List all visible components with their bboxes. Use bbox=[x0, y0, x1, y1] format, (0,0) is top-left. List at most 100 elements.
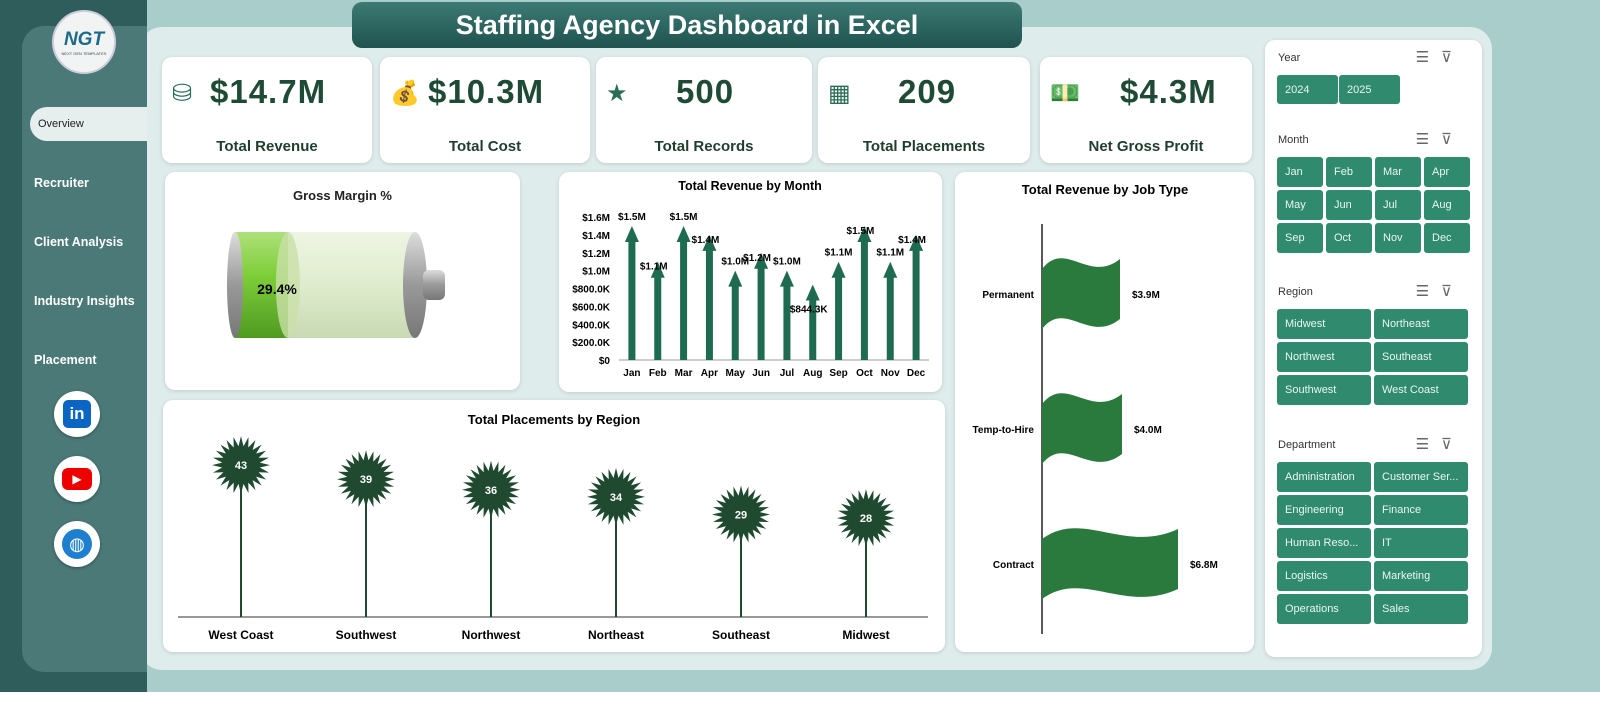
slicer-item[interactable]: Engineering bbox=[1277, 495, 1371, 525]
placements-by-region-card: Total Placements by Region 43 West Coast 39… bbox=[163, 400, 945, 652]
bar bbox=[809, 296, 817, 360]
slicer-item[interactable]: Operations bbox=[1277, 594, 1371, 624]
bar-arrowhead bbox=[805, 284, 820, 301]
clear-filter-icon[interactable]: ⊽ bbox=[1441, 131, 1464, 148]
slicer-item[interactable]: Feb bbox=[1326, 157, 1372, 187]
bar-arrowhead bbox=[754, 252, 769, 269]
x-tick-label: Oct bbox=[856, 368, 873, 379]
data-label: $1.2M bbox=[743, 253, 771, 264]
revenue-by-month-chart: Total Revenue by Month $0 $200.0K $400.0K $6… bbox=[572, 179, 929, 379]
slicer-item[interactable]: Finance bbox=[1374, 495, 1468, 525]
x-tick-label: Nov bbox=[881, 368, 900, 379]
data-label: $6.8M bbox=[1190, 560, 1218, 571]
starburst-marker bbox=[462, 460, 520, 519]
bar bbox=[886, 273, 894, 360]
nav-industry-insights[interactable]: Industry Insights bbox=[34, 294, 135, 308]
bar bbox=[705, 246, 713, 360]
chart-title: Total Placements by Region bbox=[468, 412, 640, 427]
data-label: $4.0M bbox=[1134, 425, 1162, 436]
starburst-marker bbox=[587, 467, 645, 526]
slicer-item[interactable]: Jul bbox=[1375, 190, 1421, 220]
starburst-marker bbox=[212, 436, 270, 495]
bar-arrowhead bbox=[624, 225, 639, 242]
bar bbox=[835, 273, 843, 360]
youtube-button[interactable]: ▶ bbox=[54, 456, 100, 502]
slicer-item[interactable]: Apr bbox=[1424, 157, 1470, 187]
multi-select-icon[interactable]: ☰ bbox=[1415, 131, 1442, 148]
multi-select-icon[interactable]: ☰ bbox=[1415, 49, 1442, 66]
slicer-item[interactable]: Southwest bbox=[1277, 375, 1371, 405]
y-tick-label: $400.0K bbox=[572, 320, 611, 331]
slicer-item[interactable]: Midwest bbox=[1277, 309, 1371, 339]
x-tick-label: Apr bbox=[701, 368, 718, 379]
clear-filter-icon[interactable]: ⊽ bbox=[1441, 283, 1464, 300]
slicer-item[interactable]: Nov bbox=[1375, 223, 1421, 253]
kpi-value: 500 bbox=[676, 73, 735, 110]
slicer-item[interactable]: Aug bbox=[1424, 190, 1470, 220]
slicer-item[interactable]: 2025 bbox=[1339, 75, 1400, 104]
slicer-item[interactable]: Sales bbox=[1374, 594, 1468, 624]
slicer-item[interactable]: Dec bbox=[1424, 223, 1470, 253]
y-tick-label: $1.6M bbox=[582, 213, 610, 224]
multi-select-icon[interactable]: ☰ bbox=[1415, 436, 1442, 453]
clear-filter-icon[interactable]: ⊽ bbox=[1441, 436, 1464, 453]
slicer-item[interactable]: Jan bbox=[1277, 157, 1323, 187]
slicer-item[interactable]: Oct bbox=[1326, 223, 1372, 253]
x-tick-label: Jan bbox=[623, 368, 640, 379]
x-tick-label: Feb bbox=[649, 368, 667, 379]
slicer-item[interactable]: West Coast bbox=[1374, 375, 1468, 405]
bar bbox=[731, 282, 739, 360]
data-label: $1.0M bbox=[721, 257, 749, 268]
data-label: $1.0M bbox=[773, 257, 801, 268]
chart-title: Total Revenue by Job Type bbox=[1022, 182, 1188, 197]
x-tick-label: West Coast bbox=[208, 628, 273, 642]
youtube-icon: ▶ bbox=[62, 468, 92, 490]
slicer-item[interactable]: Southeast bbox=[1374, 342, 1468, 372]
data-label: $1.5M bbox=[847, 226, 875, 237]
slicer-item[interactable]: Marketing bbox=[1374, 561, 1468, 591]
kpi-value: $14.7M bbox=[210, 73, 327, 110]
slicer-item[interactable]: 2024 bbox=[1277, 75, 1338, 104]
kpi-card: ▦ 209 Total Placements bbox=[818, 57, 1030, 163]
linkedin-button[interactable]: in bbox=[54, 391, 100, 437]
gross-margin-card: Gross Margin % 29.4% bbox=[165, 172, 520, 390]
slicer-item[interactable]: Northwest bbox=[1277, 342, 1371, 372]
slicer-item[interactable]: Sep bbox=[1277, 223, 1323, 253]
slicer-item[interactable]: May bbox=[1277, 190, 1323, 220]
kpi-label: Total Placements bbox=[862, 138, 986, 155]
y-tick-label: Contract bbox=[993, 560, 1035, 571]
flag-bar bbox=[1042, 258, 1120, 329]
slicer-item[interactable]: Logistics bbox=[1277, 561, 1371, 591]
x-tick-label: Sep bbox=[829, 368, 847, 379]
battery-base bbox=[227, 232, 243, 338]
nav-overview[interactable]: Overview bbox=[30, 107, 147, 141]
coins-icon: ⛁ bbox=[172, 80, 193, 107]
nav-recruiter[interactable]: Recruiter bbox=[34, 176, 89, 190]
bar bbox=[757, 264, 765, 360]
battery-gauge: 29.4% bbox=[227, 232, 445, 338]
slicer-item[interactable]: Administration bbox=[1277, 462, 1371, 492]
slicer-item[interactable]: Northeast bbox=[1374, 309, 1468, 339]
slicer-header-icons: ☰⊽ bbox=[1416, 435, 1464, 453]
clear-filter-icon[interactable]: ⊽ bbox=[1441, 49, 1464, 66]
y-tick-label: $0 bbox=[599, 356, 611, 367]
slicer-item[interactable]: IT bbox=[1374, 528, 1468, 558]
slicer-item[interactable]: Jun bbox=[1326, 190, 1372, 220]
slicer-item[interactable]: Customer Ser... bbox=[1374, 462, 1468, 492]
x-tick-label: Mar bbox=[675, 368, 693, 379]
nav-placement[interactable]: Placement bbox=[34, 353, 97, 367]
y-tick-label: $1.4M bbox=[582, 231, 610, 242]
revenue-by-job-type-card: Total Revenue by Job Type Permanent $3.9M T… bbox=[955, 172, 1254, 652]
data-label: 34 bbox=[610, 492, 623, 504]
slicer-item[interactable]: Human Reso... bbox=[1277, 528, 1371, 558]
revenue-by-month-card: Total Revenue by Month $0 $200.0K $400.0K $6… bbox=[559, 172, 942, 392]
y-tick-label: $800.0K bbox=[572, 285, 611, 296]
bar bbox=[680, 237, 688, 360]
multi-select-icon[interactable]: ☰ bbox=[1415, 283, 1442, 300]
slicer-item[interactable]: Mar bbox=[1375, 157, 1421, 187]
website-button[interactable]: ◍ bbox=[54, 521, 100, 567]
slicer-header-icons: ☰⊽ bbox=[1416, 130, 1464, 148]
x-tick-label: Southwest bbox=[336, 628, 397, 642]
gold-bars-icon: ▦ bbox=[828, 80, 851, 107]
nav-client-analysis[interactable]: Client Analysis bbox=[34, 235, 124, 249]
